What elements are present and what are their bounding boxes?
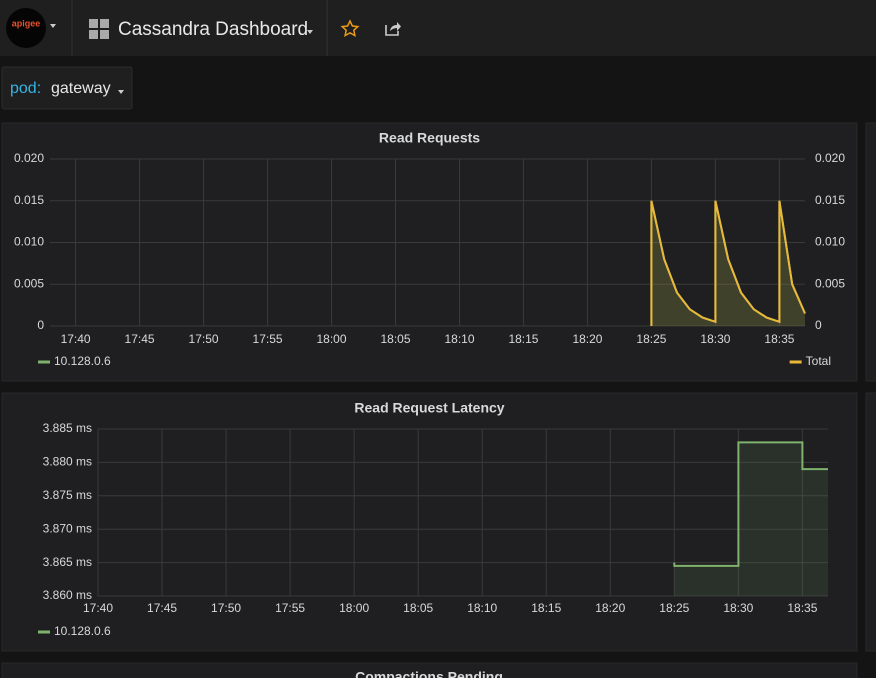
icon-square — [100, 19, 109, 28]
panel-title: Read Requests — [379, 130, 480, 146]
y-tick-label: 3.885 ms — [43, 421, 92, 435]
logo[interactable] — [6, 8, 46, 48]
title-caret[interactable] — [307, 30, 313, 34]
x-tick-label: 17:55 — [275, 601, 305, 615]
x-tick-label: 17:45 — [125, 332, 155, 346]
y2-tick-label: 0.015 — [815, 193, 845, 207]
y2-tick-label: 0 — [815, 318, 822, 332]
share-button[interactable] — [385, 22, 401, 36]
variable-label: pod: — [10, 80, 41, 97]
legend-label: 10.128.0.6 — [54, 624, 111, 638]
x-tick-label: 18:10 — [467, 601, 497, 615]
logo-caret[interactable] — [50, 24, 56, 28]
area-fill — [651, 200, 805, 326]
y-tick-label: 0.010 — [14, 235, 44, 249]
x-tick-label: 18:05 — [403, 601, 433, 615]
side-panel — [865, 392, 876, 652]
series-line — [650, 200, 806, 326]
icon-square — [89, 19, 98, 28]
panel-title: Read Request Latency — [354, 400, 504, 416]
x-tick-label: 17:50 — [211, 601, 241, 615]
y2-tick-label: 0.005 — [815, 276, 845, 290]
x-tick-label: 17:40 — [83, 601, 113, 615]
x-tick-label: 18:25 — [636, 332, 666, 346]
share-arrow — [390, 22, 401, 31]
x-tick-label: 18:20 — [572, 332, 602, 346]
icon-square — [100, 30, 109, 39]
x-tick-label: 17:50 — [189, 332, 219, 346]
panel-title: Compactions Pending — [355, 669, 503, 678]
x-tick-label: 18:00 — [339, 601, 369, 615]
y-tick-label: 0.015 — [14, 193, 44, 207]
icon-square — [89, 30, 98, 39]
side-panel — [865, 122, 876, 382]
y-tick-label: 0.005 — [14, 276, 44, 290]
panel: Read Request Latency 17:40 17:45 17:50 17:55… — [1, 392, 858, 652]
x-tick-label: 18:30 — [723, 601, 753, 615]
star-button[interactable] — [340, 19, 360, 38]
legend-label: Total — [806, 354, 831, 368]
y-tick-label: 3.880 ms — [43, 455, 92, 469]
x-tick-label: 18:05 — [380, 332, 410, 346]
series-line — [673, 441, 828, 567]
x-tick-label: 18:10 — [444, 332, 474, 346]
x-tick-label: 17:40 — [61, 332, 91, 346]
top-nav — [0, 0, 876, 56]
x-tick-label: 18:35 — [787, 601, 817, 615]
x-tick-label: 18:35 — [764, 332, 794, 346]
share-box — [385, 25, 399, 36]
area-fill — [674, 442, 828, 596]
x-tick-label: 18:20 — [595, 601, 625, 615]
y-tick-label: 3.875 ms — [43, 488, 92, 502]
panel-box — [1, 392, 858, 652]
y2-tick-label: 0.010 — [815, 235, 845, 249]
x-tick-label: 18:15 — [508, 332, 538, 346]
x-tick-label: 17:45 — [147, 601, 177, 615]
y-tick-label: 3.860 ms — [43, 588, 92, 602]
area-fill — [651, 200, 805, 326]
legend-label: 10.128.0.6 — [54, 354, 111, 368]
variable-value[interactable]: gateway — [51, 80, 111, 97]
y-tick-label: 3.870 ms — [43, 521, 92, 535]
x-tick-label: 18:15 — [531, 601, 561, 615]
variable-caret[interactable] — [118, 90, 124, 94]
panel: Read Requests 17:40 17:45 17:50 17:55 18:00 18… — [1, 122, 858, 382]
y2-tick-label: 0.020 — [815, 151, 845, 165]
y-tick-label: 0.020 — [14, 151, 44, 165]
x-tick-label: 17:55 — [253, 332, 283, 346]
dashboard-title[interactable]: Cassandra Dashboard — [118, 19, 308, 40]
x-tick-label: 18:25 — [659, 601, 689, 615]
y-tick-label: 0 — [37, 318, 44, 332]
dashboard-icon[interactable] — [89, 19, 109, 39]
variable-box[interactable] — [1, 66, 133, 110]
panel — [1, 662, 858, 678]
logo-text[interactable]: apigee — [12, 18, 41, 28]
x-tick-label: 18:30 — [700, 332, 730, 346]
y-tick-label: 3.865 ms — [43, 555, 92, 569]
x-tick-label: 18:00 — [317, 332, 347, 346]
